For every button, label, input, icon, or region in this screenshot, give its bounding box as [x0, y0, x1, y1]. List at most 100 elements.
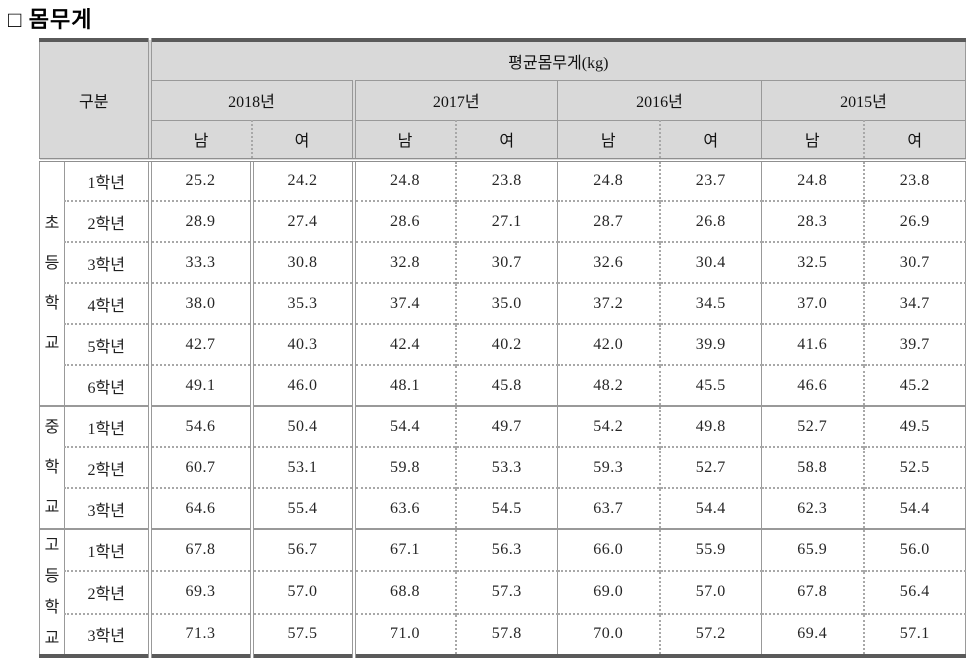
value-cell: 49.1 [147, 364, 252, 406]
value-cell: 57.1 [862, 612, 966, 656]
value-cell: 63.7 [557, 487, 660, 529]
value-cell: 50.4 [249, 405, 354, 447]
value-cell: 67.8 [761, 570, 864, 614]
value-cell: 71.3 [147, 612, 252, 656]
value-cell: 53.3 [454, 446, 558, 488]
value-cell: 69.3 [147, 570, 252, 614]
value-cell: 27.1 [454, 200, 558, 242]
gender-header-2017-female: 여 [454, 120, 558, 162]
value-cell: 30.4 [658, 241, 762, 283]
table-row: 3학년 71.3 57.5 71.0 57.8 70.0 57.2 69.4 5… [40, 612, 966, 656]
value-cell: 52.7 [761, 405, 864, 447]
value-cell: 42.0 [557, 323, 660, 365]
gender-header-2016-male: 남 [557, 120, 660, 162]
value-cell: 59.8 [351, 446, 456, 488]
value-cell: 57.0 [249, 570, 354, 614]
value-cell: 45.2 [862, 364, 966, 406]
value-cell: 57.8 [454, 612, 558, 656]
gender-header-2015-female: 여 [862, 120, 966, 162]
value-cell: 24.8 [761, 160, 864, 201]
value-cell: 48.1 [351, 364, 456, 406]
value-cell: 49.5 [862, 405, 966, 447]
grade-cell: 1학년 [63, 160, 150, 201]
grade-cell: 3학년 [63, 487, 150, 529]
table-row: 3학년 33.3 30.8 32.8 30.7 32.6 30.4 32.5 3… [40, 241, 966, 283]
school-label-elementary: 초 등 학 교 [44, 214, 60, 352]
table-row: 2학년 60.7 53.1 59.8 53.3 59.3 52.7 58.8 5… [40, 446, 966, 488]
grade-cell: 4학년 [63, 282, 150, 324]
value-cell: 54.4 [658, 487, 762, 529]
value-cell: 55.4 [249, 487, 354, 529]
value-cell: 28.3 [761, 200, 864, 242]
gender-header-2016-female: 여 [658, 120, 762, 162]
value-cell: 38.0 [147, 282, 252, 324]
value-cell: 35.3 [249, 282, 354, 324]
value-cell: 32.5 [761, 241, 864, 283]
value-cell: 63.6 [351, 487, 456, 529]
value-cell: 60.7 [147, 446, 252, 488]
value-cell: 59.3 [557, 446, 660, 488]
value-cell: 24.8 [351, 160, 456, 201]
value-cell: 37.2 [557, 282, 660, 324]
year-header-2015: 2015년 [761, 80, 966, 121]
year-header-2018: 2018년 [147, 80, 354, 121]
grade-cell: 1학년 [63, 527, 150, 572]
value-cell: 57.2 [658, 612, 762, 656]
corner-header: 구분 [39, 40, 150, 162]
grade-cell: 2학년 [63, 200, 150, 242]
value-cell: 35.0 [454, 282, 558, 324]
value-cell: 49.7 [454, 405, 558, 447]
gender-header-2017-male: 남 [351, 120, 456, 162]
value-cell: 23.7 [658, 160, 762, 201]
value-cell: 49.8 [658, 405, 762, 447]
value-cell: 56.3 [454, 527, 558, 572]
value-cell: 58.8 [761, 446, 864, 488]
value-cell: 25.2 [147, 160, 252, 201]
value-cell: 28.9 [147, 200, 252, 242]
school-label-high: 고 등 학 교 [39, 528, 65, 656]
gender-header-2018-male: 남 [147, 120, 252, 162]
value-cell: 52.7 [658, 446, 762, 488]
grade-cell: 3학년 [63, 612, 150, 656]
value-cell: 54.2 [557, 405, 660, 447]
table-row: 고 등 학 교 1학년 67.8 56.7 67.1 56.3 66.0 55.… [39, 527, 966, 656]
value-cell: 52.5 [862, 446, 966, 488]
value-cell: 69.4 [761, 612, 864, 656]
value-cell: 66.0 [557, 527, 660, 572]
value-cell: 39.9 [658, 323, 762, 365]
value-cell: 42.7 [147, 323, 252, 365]
value-cell: 56.0 [862, 527, 966, 572]
value-cell: 54.5 [454, 487, 558, 529]
value-cell: 45.5 [658, 364, 762, 406]
value-cell: 46.6 [761, 364, 864, 406]
grade-cell: 2학년 [63, 446, 150, 488]
value-cell: 70.0 [557, 612, 660, 656]
table-row: 6학년 49.1 46.0 48.1 45.8 48.2 45.5 46.6 4… [40, 364, 966, 406]
value-cell: 30.7 [862, 241, 966, 283]
value-cell: 68.8 [351, 570, 456, 614]
value-cell: 27.4 [249, 200, 354, 242]
grade-cell: 3학년 [63, 241, 150, 283]
value-cell: 39.7 [862, 323, 966, 365]
grade-cell: 5학년 [63, 323, 150, 365]
value-cell: 69.0 [557, 570, 660, 614]
value-cell: 23.8 [862, 160, 966, 201]
value-cell: 57.5 [249, 612, 354, 656]
page-title: □ 몸무게 [8, 7, 93, 32]
grade-cell: 6학년 [63, 364, 150, 406]
value-cell: 37.0 [761, 282, 864, 324]
value-cell: 55.9 [658, 527, 762, 572]
value-cell: 34.5 [658, 282, 762, 324]
value-cell: 26.9 [862, 200, 966, 242]
school-label-middle: 중 학 교 [39, 405, 65, 529]
value-cell: 56.4 [862, 570, 966, 614]
value-cell: 67.8 [147, 527, 252, 572]
value-cell: 57.0 [658, 570, 762, 614]
value-cell: 24.2 [249, 160, 354, 201]
value-cell: 32.8 [351, 241, 456, 283]
table-body: 초 등 학 교 1학년 25.2 24.2 24.8 23.8 24.8 23.… [39, 160, 966, 656]
value-cell: 40.2 [454, 323, 558, 365]
table-row: 2학년 28.9 27.4 28.6 27.1 28.7 26.8 28.3 2… [40, 200, 966, 242]
value-cell: 54.4 [862, 487, 966, 529]
value-cell: 54.6 [147, 405, 252, 447]
